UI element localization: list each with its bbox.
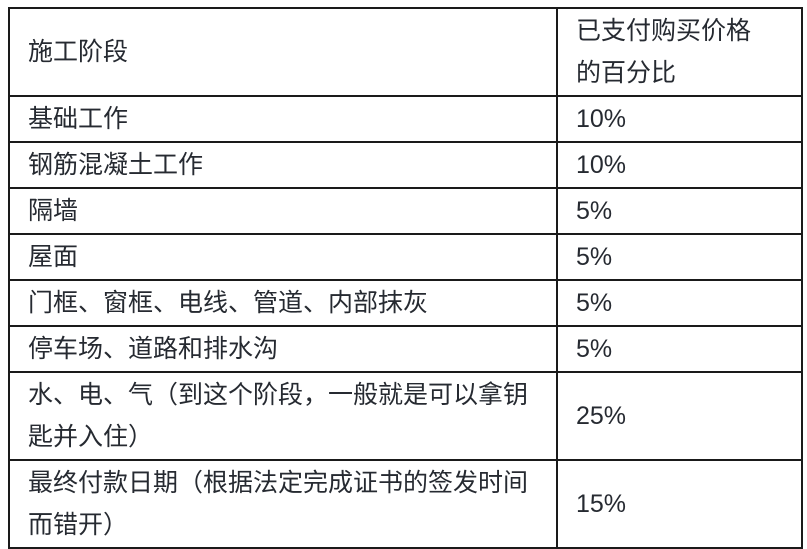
percentage-column-header: 已支付购买价格的百分比 — [556, 7, 803, 97]
percent-cell: 5% — [556, 233, 803, 281]
percent-cell: 5% — [556, 187, 803, 235]
payment-schedule-table: 施工阶段 已支付购买价格的百分比 基础工作 10% 钢筋混凝土工作 10% 隔墙… — [8, 7, 803, 549]
table-header-row: 施工阶段 已支付购买价格的百分比 — [8, 7, 803, 97]
stage-cell: 门框、窗框、电线、管道、内部抹灰 — [8, 279, 558, 327]
stage-column-header: 施工阶段 — [8, 7, 558, 97]
stage-cell: 屋面 — [8, 233, 558, 281]
percent-cell: 5% — [556, 279, 803, 327]
stage-cell: 停车场、道路和排水沟 — [8, 325, 558, 373]
percent-cell: 10% — [556, 141, 803, 189]
document-page: 施工阶段 已支付购买价格的百分比 基础工作 10% 钢筋混凝土工作 10% 隔墙… — [8, 7, 803, 549]
percent-cell: 15% — [556, 459, 803, 549]
table-row: 水、电、气（到这个阶段，一般就是可以拿钥匙并入住） 25% — [8, 371, 803, 461]
stage-cell: 隔墙 — [8, 187, 558, 235]
stage-cell: 水、电、气（到这个阶段，一般就是可以拿钥匙并入住） — [8, 371, 558, 461]
table-row: 钢筋混凝土工作 10% — [8, 141, 803, 189]
percent-cell: 25% — [556, 371, 803, 461]
table-row: 门框、窗框、电线、管道、内部抹灰 5% — [8, 279, 803, 327]
table-row: 屋面 5% — [8, 233, 803, 281]
table-row: 最终付款日期（根据法定完成证书的签发时间而错开） 15% — [8, 459, 803, 549]
stage-cell: 最终付款日期（根据法定完成证书的签发时间而错开） — [8, 459, 558, 549]
table-row: 隔墙 5% — [8, 187, 803, 235]
table-row: 停车场、道路和排水沟 5% — [8, 325, 803, 373]
stage-cell: 钢筋混凝土工作 — [8, 141, 558, 189]
percent-cell: 10% — [556, 95, 803, 143]
stage-cell: 基础工作 — [8, 95, 558, 143]
percent-cell: 5% — [556, 325, 803, 373]
table-row: 基础工作 10% — [8, 95, 803, 143]
